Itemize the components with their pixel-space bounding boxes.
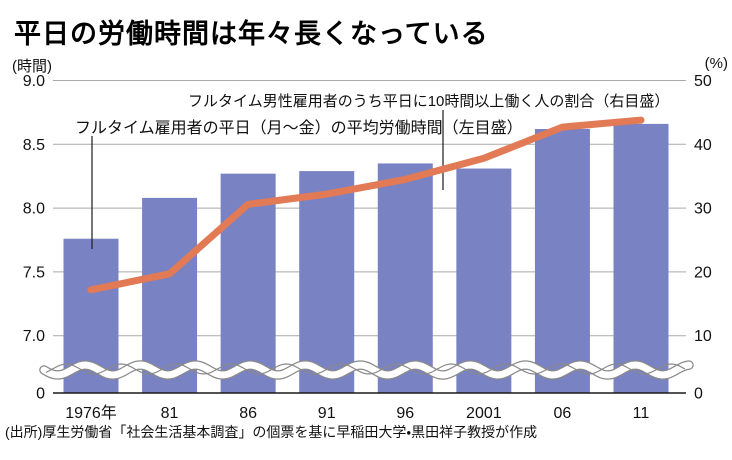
x-axis-tick-label: 11 bbox=[633, 405, 650, 422]
right-axis-tick-label: 30 bbox=[694, 201, 712, 218]
x-axis-tick-label: 81 bbox=[161, 405, 179, 422]
line-series-annotation: フルタイム男性雇用者のうち平日に10時間以上働く人の割合（右目盛） bbox=[188, 93, 670, 110]
x-axis-tick-label: 2001 bbox=[466, 405, 502, 422]
right-axis-tick-label: 40 bbox=[694, 137, 712, 154]
axis-break-wave-second bbox=[45, 363, 686, 375]
percent-line-series bbox=[87, 116, 645, 294]
right-axis-zero-label: 0 bbox=[694, 386, 703, 403]
bar-91 bbox=[299, 171, 355, 393]
bar-96 bbox=[377, 163, 433, 393]
x-axis-tick-label: 96 bbox=[396, 405, 414, 422]
left-axis-unit-label: (時間) bbox=[12, 58, 52, 75]
bar-11 bbox=[613, 123, 669, 393]
left-axis-tick-label: 8.0 bbox=[23, 201, 45, 218]
bar-81 bbox=[142, 197, 198, 393]
right-axis-tick-label: 10 bbox=[694, 328, 712, 345]
x-axis-tick-label: 91 bbox=[318, 405, 336, 422]
bar-86 bbox=[220, 173, 276, 393]
axis-break-wave bbox=[40, 361, 693, 379]
bar-series-annotation: フルタイム雇用者の平日（月～金）の平均労働時間（左目盛） bbox=[75, 120, 523, 137]
bar-06 bbox=[534, 128, 590, 393]
right-axis-tick-label: 50 bbox=[694, 73, 712, 90]
left-axis-zero-label: 0 bbox=[36, 386, 45, 403]
left-axis-tick-label: 9.0 bbox=[23, 73, 45, 90]
source-note: (出所)厚生労働省「社会生活基本調査」の個票を基に早稲田大学・黒田祥子教授が作成 bbox=[5, 424, 538, 440]
left-axis-tick-label: 7.0 bbox=[23, 328, 45, 345]
right-axis-unit-label: (%) bbox=[704, 55, 728, 72]
x-axis-tick-label: 06 bbox=[554, 405, 572, 422]
x-axis-tick-label: 1976年 bbox=[65, 404, 117, 422]
right-axis-tick-label: 20 bbox=[694, 264, 712, 281]
x-axis-tick-label: 86 bbox=[239, 405, 257, 422]
left-axis-tick-label: 7.5 bbox=[23, 264, 45, 281]
left-axis-tick-label: 8.5 bbox=[23, 137, 45, 154]
page-title: 平日の労働時間は年々長くなっている bbox=[14, 19, 489, 49]
bar-2001 bbox=[456, 168, 512, 393]
